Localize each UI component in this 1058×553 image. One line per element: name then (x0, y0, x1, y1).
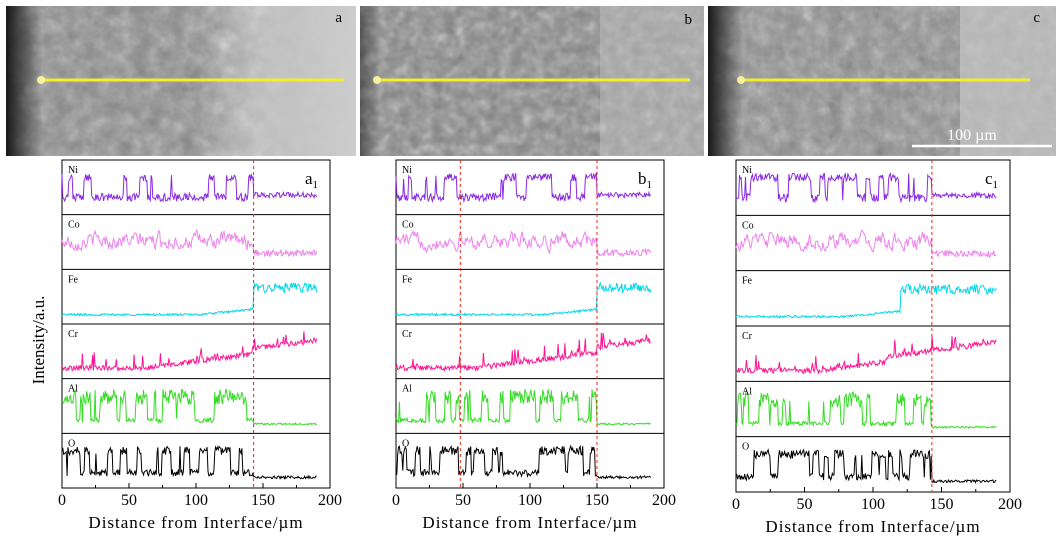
series-label-al: Al (402, 384, 412, 395)
series-line-cr (61, 331, 318, 372)
chart-panel-c: Ni Co Fe Cr Al Oc1 0 50 100 150 200 Distance from I… (732, 159, 1022, 536)
y-axis-label: Intensity/a.u. (29, 296, 48, 385)
x-axis-label: Distance from Interface/µm (422, 513, 637, 532)
x-tick-label: 100 (518, 492, 542, 509)
x-tick-label: 50 (455, 492, 471, 509)
chart-panel-a: Ni Co Fe Cr Al Oa1 0 50 100 150 200 Distance from I… (58, 159, 342, 532)
series-line-co (395, 230, 652, 258)
panel-label-a: a1 (305, 169, 318, 191)
x-tick-label: 200 (998, 496, 1022, 513)
series-line-fe (395, 281, 652, 317)
series-label-cr: Cr (68, 329, 79, 340)
series-line-co (735, 229, 997, 258)
micrograph-a: a (6, 6, 356, 156)
x-tick-label: 150 (930, 496, 954, 513)
series-line-fe (61, 281, 318, 317)
scale-bar-label: 100 µm (947, 127, 997, 144)
micrograph-c: c 100 µm (708, 6, 1056, 156)
series-label-al: Al (742, 386, 752, 397)
series-label-o: O (742, 442, 749, 453)
series-label-cr: Cr (742, 331, 753, 342)
series-label-co: Co (68, 220, 80, 231)
chart-panels: Ni Co Fe Cr Al Oa1 0 50 100 150 200 Distance from I… (58, 159, 1022, 536)
series-line-cr (735, 336, 997, 376)
x-tick-label: 200 (652, 492, 676, 509)
series-line-ni (61, 173, 318, 203)
panel-label-b: b1 (638, 169, 652, 191)
x-tick-label: 100 (861, 496, 885, 513)
panel-label-c: c1 (985, 169, 998, 191)
series-line-al (395, 388, 651, 426)
series-label-cr: Cr (402, 329, 413, 340)
series-label-al: Al (68, 384, 78, 395)
micrograph-b: b (360, 6, 704, 156)
x-tick-label: 150 (585, 492, 609, 509)
series-line-fe (735, 282, 997, 319)
micrograph-label-b: b (685, 12, 693, 28)
x-tick-label: 150 (251, 492, 275, 509)
series-line-ni (735, 171, 997, 204)
x-axis-label: Distance from Interface/µm (765, 517, 980, 536)
series-line-o (61, 445, 317, 481)
series-line-co (61, 229, 318, 258)
series-line-o (735, 448, 997, 484)
x-tick-label: 0 (58, 492, 66, 509)
chart-panel-b: Ni Co Fe Cr Al Ob1 0 50 100 150 200 Distance from I… (392, 159, 676, 532)
x-tick-label: 0 (392, 492, 400, 509)
series-line-cr (395, 332, 652, 373)
series-label-ni: Ni (68, 165, 78, 176)
series-label-o: O (402, 438, 409, 449)
x-tick-label: 200 (318, 492, 342, 509)
series-label-co: Co (402, 220, 414, 231)
x-axis-label: Distance from Interface/µm (88, 513, 303, 532)
series-label-co: Co (742, 220, 754, 231)
micrograph-label-c: c (1033, 10, 1040, 26)
series-line-o (395, 444, 652, 480)
series-line-al (735, 391, 997, 429)
x-tick-label: 0 (732, 496, 740, 513)
series-line-ni (395, 171, 652, 204)
series-label-fe: Fe (68, 274, 79, 285)
micrograph-label-a: a (335, 10, 342, 26)
x-tick-label: 100 (184, 492, 208, 509)
series-label-ni: Ni (742, 165, 752, 176)
series-label-ni: Ni (402, 165, 412, 176)
series-label-o: O (68, 438, 75, 449)
x-tick-label: 50 (797, 496, 813, 513)
series-line-al (61, 388, 317, 426)
series-label-fe: Fe (742, 276, 753, 287)
series-label-fe: Fe (402, 274, 413, 285)
x-tick-label: 50 (121, 492, 137, 509)
